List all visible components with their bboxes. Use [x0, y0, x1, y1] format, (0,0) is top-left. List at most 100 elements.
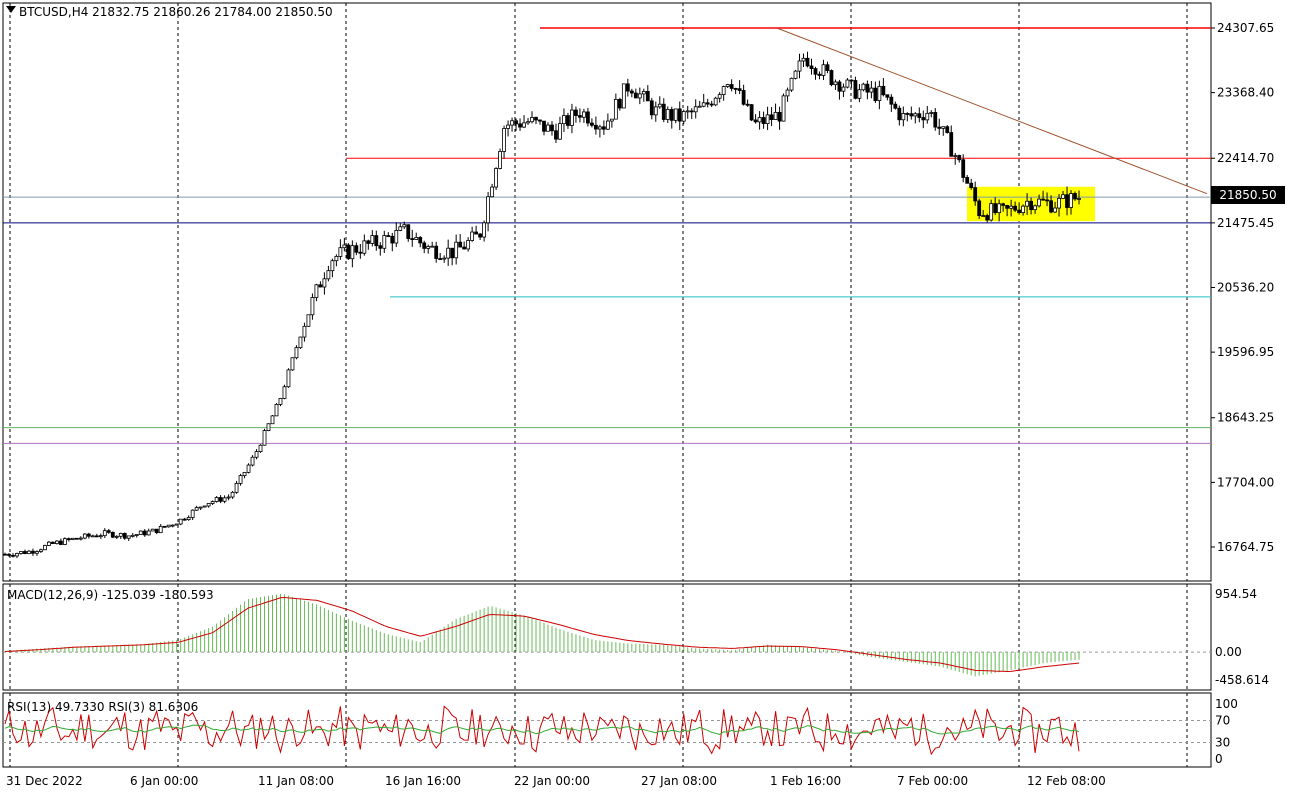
candle-body-120	[482, 222, 487, 238]
candle-body-147	[590, 122, 594, 126]
candle-body-265	[1061, 194, 1065, 199]
candle-body-217	[869, 87, 874, 93]
candle-body-74	[298, 336, 303, 349]
candle-body-169	[677, 108, 682, 122]
candle-body-131	[526, 121, 530, 124]
candle-body-27	[110, 531, 115, 538]
candle-body-98	[394, 230, 399, 244]
candle-body-89	[358, 251, 363, 254]
candle-body-198	[793, 70, 798, 79]
candle-body-234	[937, 126, 942, 129]
candle-body-116	[466, 240, 471, 250]
candle-body-204	[817, 73, 822, 76]
candle-body-239	[957, 155, 962, 161]
candle-body-38	[154, 528, 159, 534]
candle-body-42	[170, 524, 175, 527]
candle-body-257	[1029, 200, 1033, 211]
macd-axis-label-1: 0.00	[1215, 645, 1242, 659]
candle-body-97	[390, 235, 395, 244]
price-axis-label-2: 22414.70	[1217, 151, 1274, 165]
candle-body-11	[47, 541, 51, 546]
candle-body-96	[386, 235, 391, 237]
candle-body-72	[290, 357, 295, 371]
candle-body-6	[27, 550, 31, 555]
macd-axis-label-0: 954.54	[1215, 587, 1257, 601]
time-axis-label-6: 1 Feb 16:00	[770, 774, 841, 788]
candle-body-137	[550, 124, 554, 132]
candle-body-102	[410, 238, 415, 240]
candle-body-226	[905, 113, 910, 115]
candle-body-82	[330, 260, 335, 272]
candle-body-17	[70, 537, 75, 540]
candle-body-224	[897, 107, 902, 121]
candle-body-151	[605, 120, 610, 130]
candle-body-209	[837, 81, 842, 92]
candle-body-142	[570, 109, 574, 126]
candle-body-36	[146, 530, 151, 536]
candle-body-10	[43, 545, 47, 551]
rsi3-line	[4, 705, 1080, 756]
candle-body-174	[697, 105, 702, 108]
candle-body-93	[374, 235, 379, 247]
candle-body-172	[689, 110, 694, 113]
rsi-axis-label-3: 0	[1215, 752, 1223, 766]
candle-body-156	[625, 83, 630, 92]
candle-body-247	[989, 203, 994, 221]
candle-body-107	[430, 245, 435, 248]
candle-body-259	[1037, 198, 1041, 207]
candle-body-16	[66, 538, 71, 541]
candle-body-266	[1065, 194, 1069, 208]
current-price-label: 21850.50	[1211, 186, 1285, 204]
price-axis-label-6: 18643.25	[1217, 411, 1274, 425]
candle-body-9	[39, 549, 43, 552]
candle-body-251	[1005, 205, 1010, 209]
rsi-axis-label-2: 30	[1215, 736, 1230, 750]
candle-body-71	[286, 369, 291, 388]
candle-body-177	[709, 103, 714, 106]
candle-body-101	[406, 224, 411, 239]
candle-body-15	[62, 538, 67, 545]
macd-panel-frame	[2, 583, 1212, 691]
candle-body-181	[725, 84, 730, 87]
candle-body-248	[993, 203, 998, 214]
candle-body-211	[845, 79, 850, 88]
main-panel-frame	[2, 2, 1212, 582]
candle-body-114	[458, 241, 463, 248]
candle-body-119	[478, 233, 483, 238]
candle-body-263	[1053, 207, 1057, 213]
candle-body-176	[705, 102, 710, 105]
candle-body-92	[370, 235, 375, 244]
candle-body-7	[31, 550, 35, 554]
candle-body-152	[609, 118, 614, 122]
candle-body-143	[574, 109, 578, 116]
candle-body-81	[326, 270, 331, 280]
candle-body-43	[174, 523, 179, 526]
candle-body-213	[853, 80, 858, 99]
candle-body-208	[833, 81, 838, 86]
candle-body-53	[214, 497, 219, 502]
candle-body-3	[15, 553, 19, 557]
candle-body-229	[917, 113, 922, 118]
candle-body-70	[282, 386, 287, 399]
candle-body-215	[861, 83, 866, 91]
candle-body-47	[190, 509, 195, 518]
candle-body-268	[1073, 193, 1077, 200]
price-axis-label-5: 19596.95	[1217, 345, 1274, 359]
candle-body-245	[981, 215, 986, 217]
candle-body-2	[11, 554, 15, 557]
candle-body-194	[777, 111, 782, 122]
candle-body-149	[597, 126, 602, 130]
candle-body-108	[434, 245, 439, 259]
candle-body-73	[294, 347, 299, 359]
candle-body-115	[462, 246, 467, 250]
candle-body-100	[402, 224, 407, 228]
candle-body-35	[142, 530, 147, 536]
candle-body-67	[270, 415, 275, 425]
candle-body-244	[977, 200, 982, 217]
dropdown-arrow-icon[interactable]	[6, 6, 16, 13]
candle-body-189	[757, 117, 762, 123]
candle-body-193	[773, 111, 778, 120]
candle-body-0	[3, 553, 7, 556]
